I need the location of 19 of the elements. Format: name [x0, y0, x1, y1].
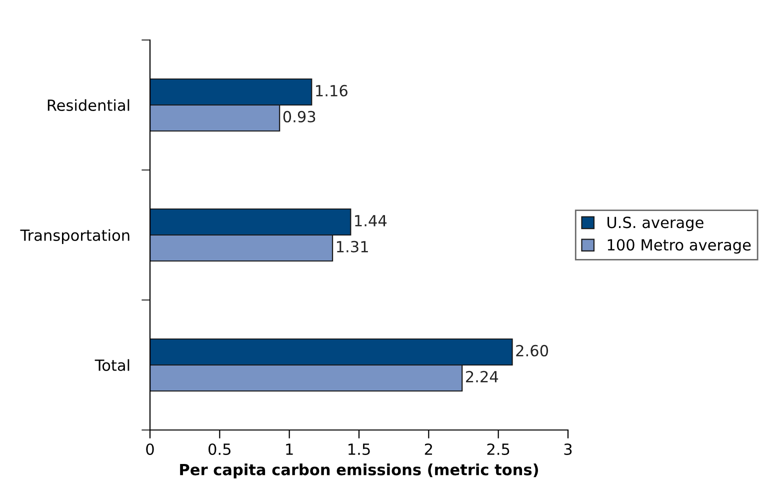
y-tick-label: Transportation — [20, 229, 130, 244]
y-tick-label: Total — [94, 359, 130, 372]
data-label: 2.60 — [516, 344, 548, 356]
legend-label: U.S. average — [608, 216, 704, 232]
legend-label: 100 Metro average — [608, 239, 751, 254]
data-label: 1.31 — [336, 240, 368, 252]
data-label: 2.24 — [466, 370, 498, 382]
x-tick-label: 1.5 — [348, 444, 370, 456]
x-tick-label: 1 — [286, 444, 293, 455]
data-label: 1.44 — [355, 215, 387, 226]
x-tick-label: 2.5 — [487, 443, 510, 456]
x-tick-label: 0 — [146, 443, 154, 456]
x-tick-label: 2 — [424, 443, 432, 455]
x-axis-title: Per capita carbon emissions (metric tons) — [180, 464, 538, 478]
data-label: 0.93 — [283, 110, 316, 122]
data-label: 1.16 — [316, 84, 348, 96]
y-tick-label: Residential — [48, 99, 130, 112]
x-tick-label: 0.5 — [208, 443, 230, 456]
x-tick-label: 3 — [564, 443, 572, 456]
